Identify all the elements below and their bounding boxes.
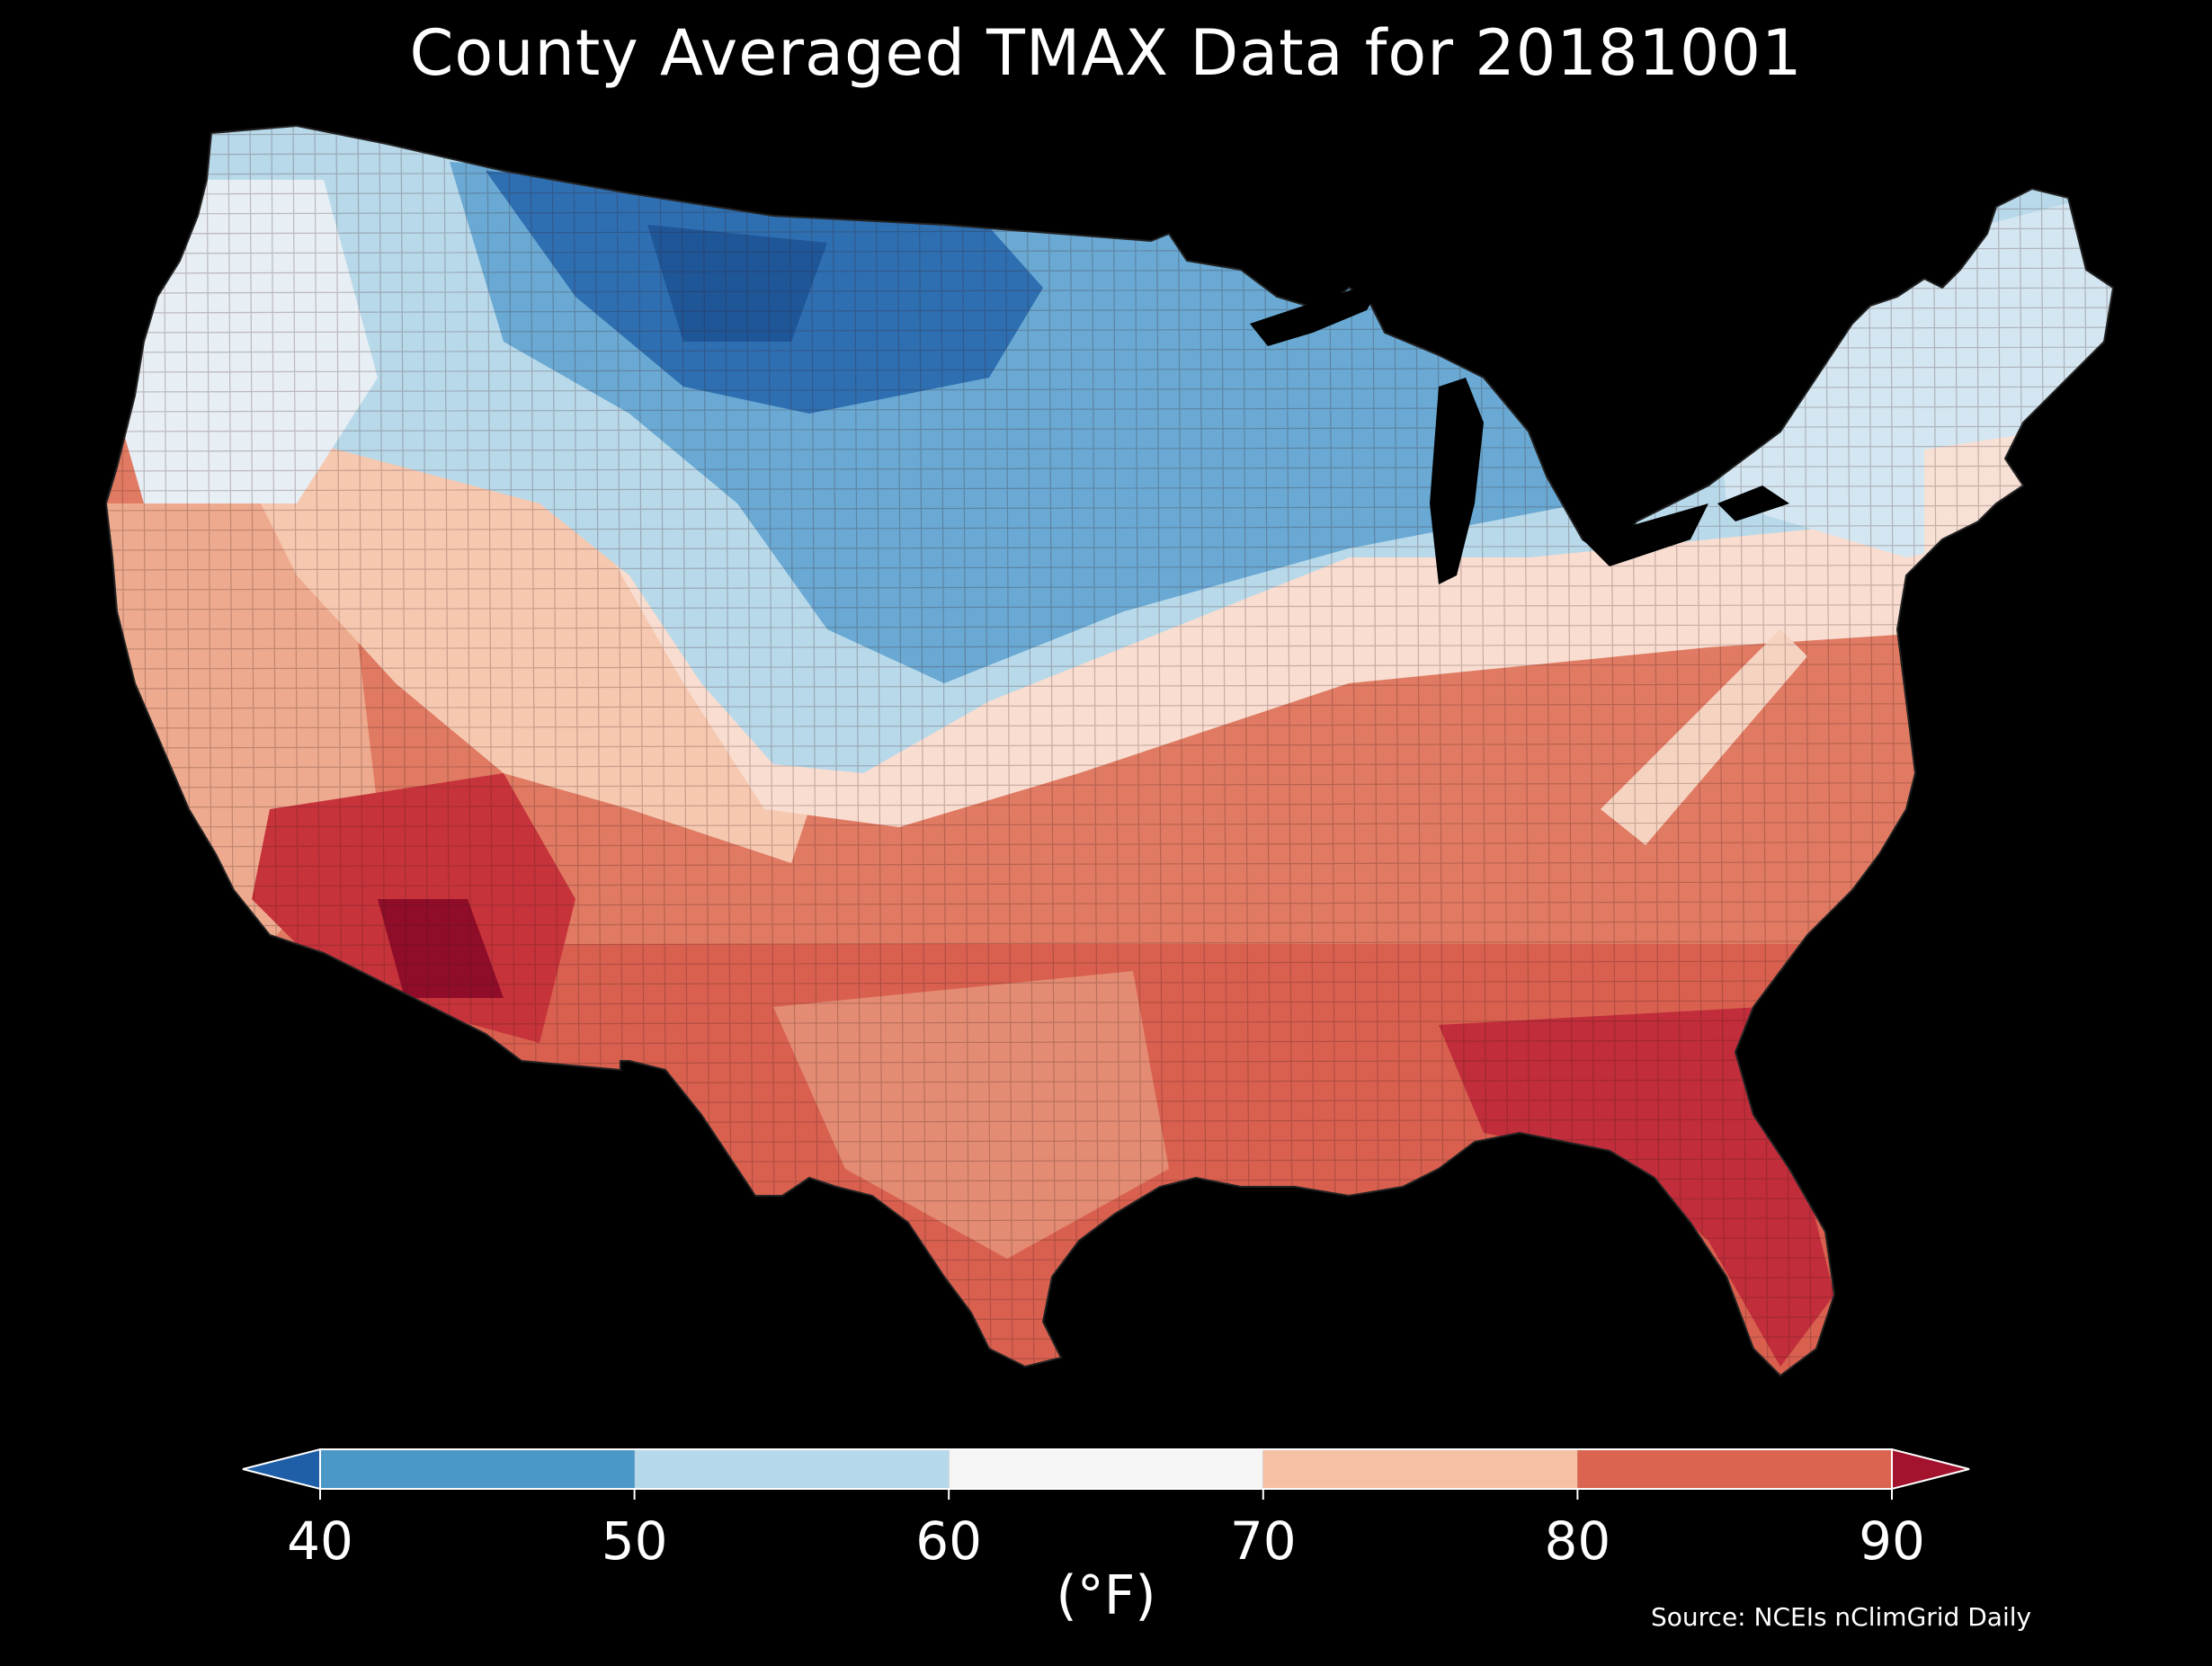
colorbar-tick-label: 80	[1544, 1510, 1610, 1572]
colorbar-bin	[949, 1449, 1263, 1489]
colorbar-bin	[320, 1449, 635, 1489]
colorbar-tick-label: 90	[1859, 1510, 1925, 1572]
colorbar-bin	[634, 1449, 950, 1489]
colorbar-tick-label: 70	[1230, 1510, 1297, 1572]
source-credit: Source: NCEIs nClimGrid Daily	[1651, 1602, 2032, 1632]
colorbar-tick-label: 40	[287, 1510, 353, 1572]
colorbar-tick-label: 50	[602, 1510, 668, 1572]
map-title: County Averaged TMAX Data for 20181001	[409, 16, 1803, 90]
colorbar-extend-low	[242, 1448, 321, 1491]
colorbar-outline	[319, 1448, 1893, 1490]
colorbar-bin	[1262, 1449, 1578, 1489]
colorbar-bin	[1577, 1449, 1892, 1489]
colorbar-tick-label: 60	[915, 1510, 982, 1572]
colorbar-unit-label: (°F)	[1056, 1564, 1156, 1627]
great-lakes	[1250, 279, 1789, 584]
colorbar-extend-high	[1891, 1448, 1970, 1491]
